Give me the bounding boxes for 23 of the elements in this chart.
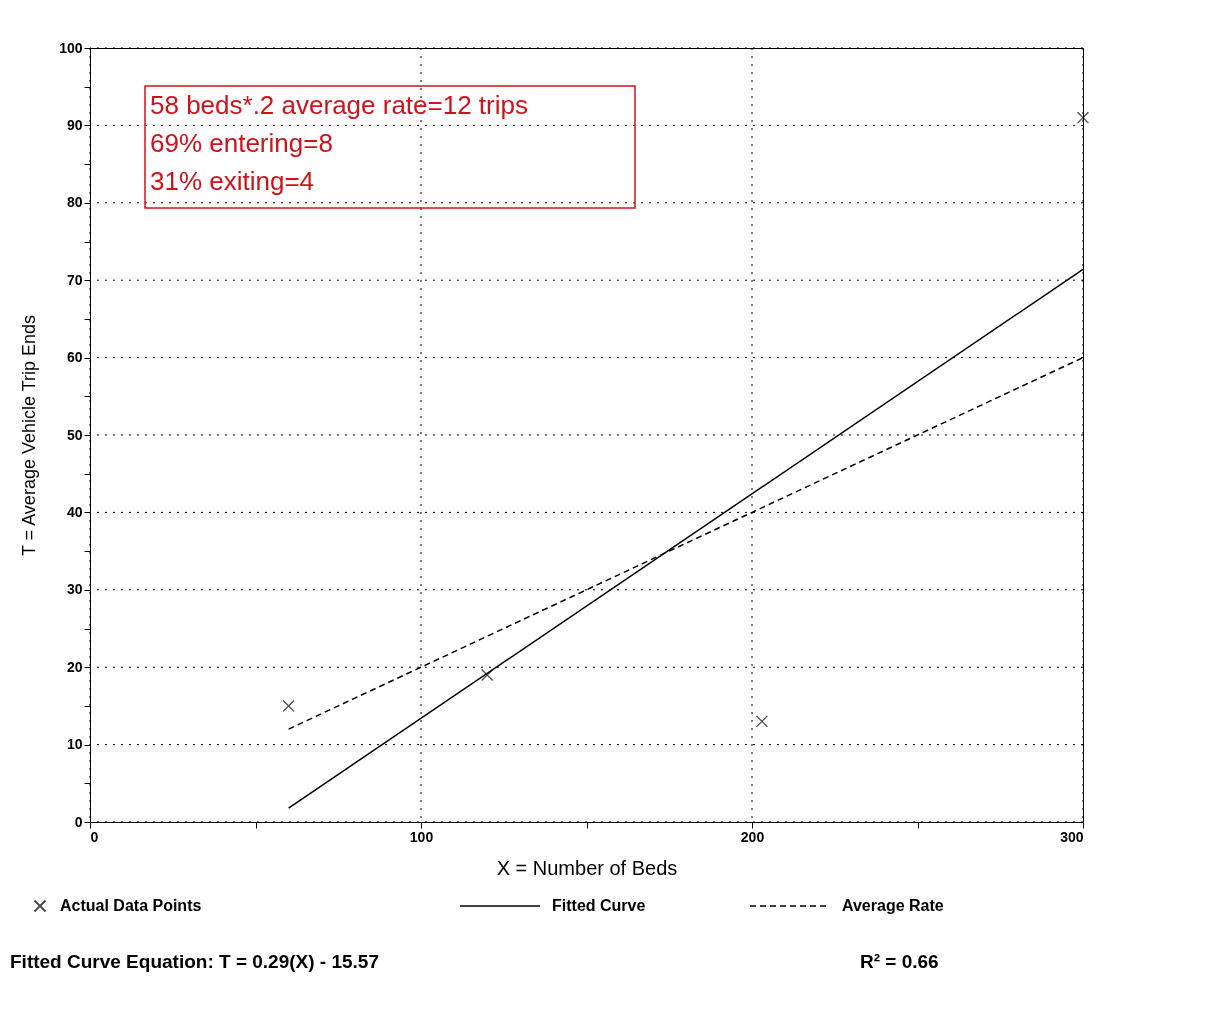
- x-axis-title: X = Number of Beds: [496, 856, 678, 879]
- text: Fitted Curve Equation: T = 0.29(X) - 15.57: [10, 951, 379, 972]
- legend-label: Fitted Curve: [552, 897, 646, 914]
- y-tick-label: 0: [74, 813, 83, 830]
- y-tick-label: 50: [66, 426, 83, 443]
- y-tick-label: 80: [66, 194, 83, 211]
- y-tick-label: 10: [66, 736, 83, 753]
- annotation: 58 beds*.2 average rate=12 trips 69% entering=8 31% exiting=4: [150, 90, 528, 196]
- legend-label: Average Rate: [842, 897, 944, 914]
- x-tick-label: 100: [409, 828, 434, 845]
- y-tick-label: 20: [66, 658, 83, 675]
- y-tick-label: 70: [66, 271, 83, 288]
- y-tick-label: 90: [66, 116, 83, 133]
- legend-label: Actual Data Points: [60, 897, 202, 914]
- text: R² = 0.66: [860, 951, 939, 972]
- y-tick-label: 60: [66, 349, 83, 366]
- x-tick-label: 0: [90, 828, 99, 845]
- x-tick-label: 300: [1060, 828, 1084, 845]
- x-tick-label: 200: [740, 828, 765, 845]
- y-tick-label: 40: [66, 503, 83, 520]
- y-tick-label: 100: [59, 39, 83, 56]
- y-tick-label: 30: [66, 581, 83, 598]
- y-axis-title: T = Average Vehicle Trip Ends: [19, 315, 40, 556]
